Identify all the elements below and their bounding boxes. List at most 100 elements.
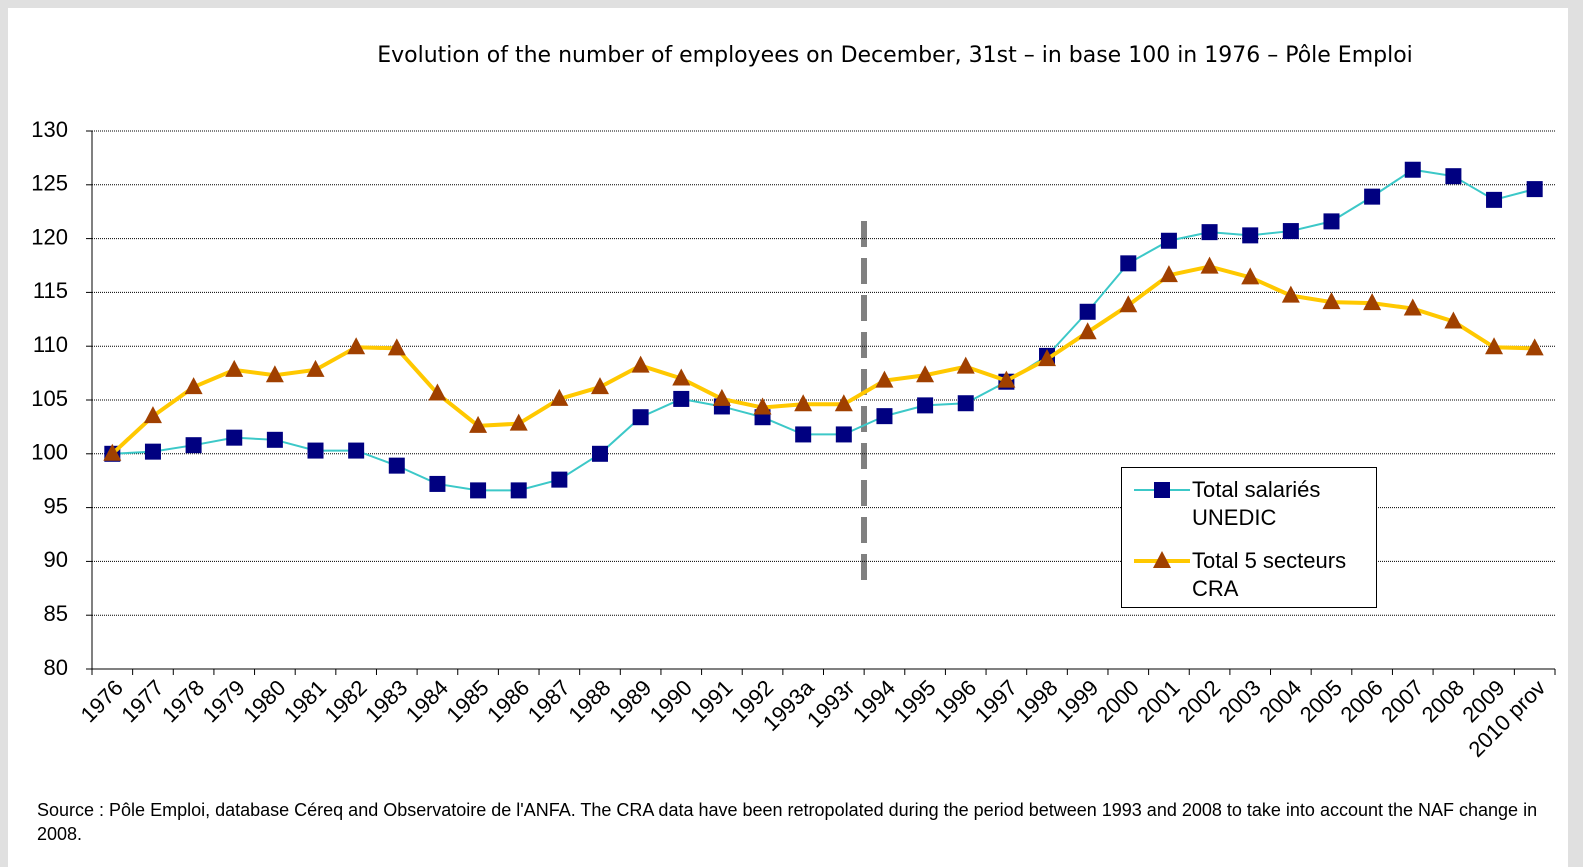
- marker: [1322, 292, 1341, 310]
- marker: [956, 356, 975, 374]
- marker: [1364, 188, 1381, 205]
- source-note: Source : Pôle Emploi, database Céreq and…: [37, 800, 1538, 844]
- x-tick-label: 1998: [1010, 675, 1062, 727]
- x-tick-label: 2004: [1254, 675, 1306, 727]
- marker: [834, 394, 853, 412]
- marker: [1160, 232, 1177, 249]
- marker: [916, 365, 935, 383]
- marker: [1200, 256, 1219, 274]
- marker: [225, 359, 244, 377]
- marker: [794, 394, 813, 412]
- marker: [307, 442, 324, 459]
- marker: [753, 397, 772, 415]
- x-tick-label: 1987: [523, 675, 575, 727]
- marker: [957, 395, 974, 412]
- marker: [1242, 227, 1259, 244]
- y-tick-label: 120: [31, 224, 68, 249]
- marker: [1403, 298, 1422, 316]
- marker: [1404, 161, 1421, 178]
- marker: [103, 443, 122, 461]
- marker: [917, 397, 934, 414]
- marker: [631, 355, 650, 373]
- x-tick-label: 1984: [401, 675, 453, 727]
- x-tick-label: 1990: [645, 675, 697, 727]
- marker: [1363, 293, 1382, 311]
- marker: [143, 406, 162, 424]
- marker: [1241, 267, 1260, 285]
- x-tick-label: 2006: [1335, 675, 1387, 727]
- marker: [185, 437, 202, 454]
- marker: [1078, 322, 1097, 340]
- x-tick-label: 1994: [848, 675, 900, 727]
- marker: [1281, 285, 1300, 303]
- marker: [1159, 265, 1178, 283]
- x-tick-label: 2001: [1132, 675, 1184, 727]
- series-line: [110, 264, 1535, 456]
- x-tick-label: 1982: [320, 675, 372, 727]
- marker: [184, 377, 203, 395]
- x-tick-label: 1980: [238, 675, 290, 727]
- x-tick-label: 1979: [198, 675, 250, 727]
- x-tick-label: 1983: [360, 675, 412, 727]
- x-tick-label: 2003: [1214, 675, 1266, 727]
- marker: [348, 442, 365, 459]
- marker: [306, 359, 325, 377]
- marker: [672, 368, 691, 386]
- marker: [1201, 224, 1218, 241]
- marker: [509, 413, 528, 431]
- marker: [875, 370, 894, 388]
- series-line: [112, 168, 1535, 492]
- marker: [1119, 295, 1138, 313]
- marker: [1485, 337, 1504, 355]
- x-tick-label: 1991: [685, 675, 737, 727]
- x-tick-label: 2007: [1376, 675, 1428, 727]
- y-tick-label: 110: [33, 332, 68, 357]
- y-tick-label: 85: [44, 601, 68, 626]
- marker: [1323, 213, 1340, 230]
- x-tick-label: 1978: [157, 675, 209, 727]
- marker: [1038, 349, 1057, 367]
- marker: [712, 388, 731, 406]
- marker: [1154, 482, 1170, 498]
- marker: [632, 409, 649, 426]
- y-tick-label: 100: [31, 440, 68, 465]
- marker: [550, 388, 569, 406]
- marker: [347, 337, 366, 355]
- y-tick-label: 125: [31, 171, 68, 196]
- marker: [226, 429, 243, 446]
- chart-title: Evolution of the number of employees on …: [377, 43, 1413, 68]
- legend-label: Total salariés UNEDIC: [1192, 477, 1321, 530]
- marker: [265, 365, 284, 383]
- marker: [470, 482, 487, 499]
- marker: [673, 390, 690, 407]
- x-tick-label: 1995: [888, 675, 940, 727]
- x-tick-label: 1977: [116, 675, 168, 727]
- marker: [1525, 338, 1544, 356]
- marker: [1445, 168, 1462, 185]
- marker: [428, 383, 447, 401]
- x-tick-label: 1999: [1051, 675, 1103, 727]
- y-tick-label: 130: [31, 117, 68, 142]
- marker: [1282, 223, 1299, 240]
- x-tick-label: 2002: [1173, 675, 1225, 727]
- marker: [795, 426, 812, 443]
- x-tick-label: 1993r: [802, 675, 859, 732]
- marker: [1079, 303, 1096, 320]
- marker: [429, 475, 446, 492]
- x-tick-label: 1985: [441, 675, 493, 727]
- marker: [510, 482, 527, 499]
- x-tick-label: 1989: [604, 675, 656, 727]
- x-tick-label: 1997: [970, 675, 1022, 727]
- legend-label: Total 5 secteurs CRA: [1192, 548, 1347, 601]
- y-tick-label: 95: [44, 493, 68, 518]
- x-tick-label: 1996: [929, 675, 981, 727]
- y-tick-label: 115: [33, 278, 68, 303]
- legend: Total salariés UNEDIC Total 5 secteurs C…: [1121, 467, 1377, 608]
- legend-keys: [1134, 482, 1190, 568]
- x-tick-label: 2000: [1092, 675, 1144, 727]
- marker: [266, 431, 283, 448]
- x-tick-label: 2005: [1295, 675, 1347, 727]
- marker: [1153, 551, 1171, 568]
